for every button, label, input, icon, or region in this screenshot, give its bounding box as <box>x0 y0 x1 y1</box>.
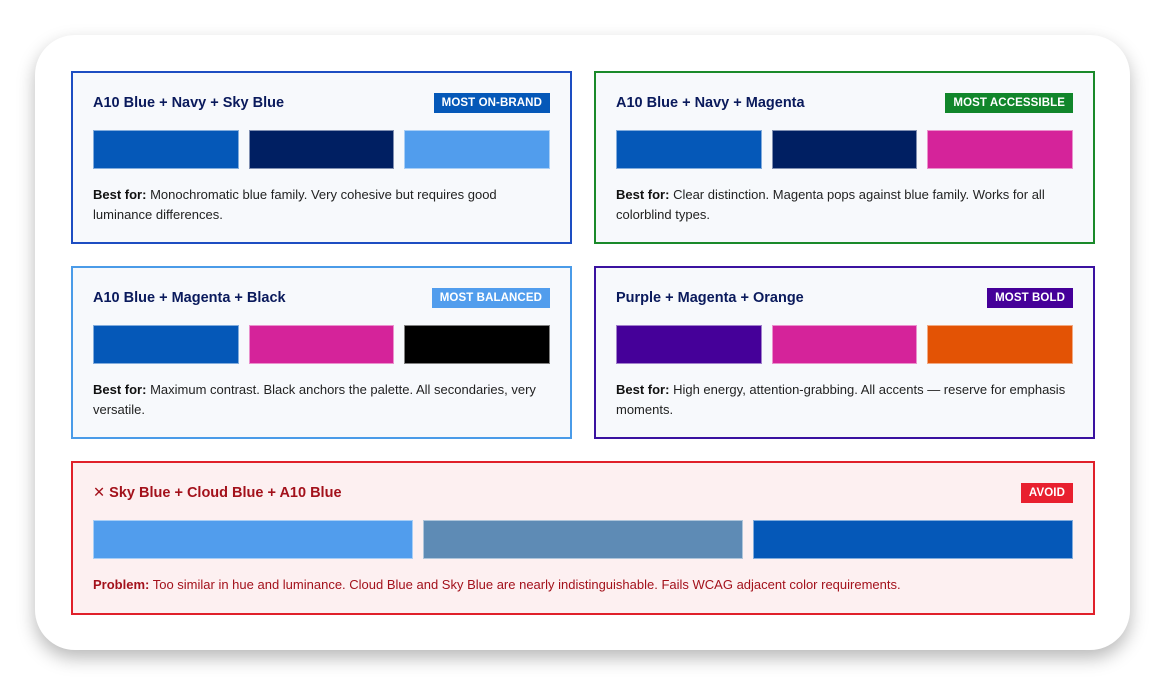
avoid-description: Problem: Too similar in hue and luminanc… <box>93 575 1073 595</box>
color-swatch <box>404 130 551 169</box>
palette-card: Purple + Magenta + Orange MOST BOLD Best… <box>594 266 1095 439</box>
description-text: Clear distinction. Magenta pops against … <box>616 187 1045 222</box>
palette-card: A10 Blue + Navy + Sky Blue MOST ON-BRAND… <box>71 71 572 244</box>
swatch-row <box>93 325 551 364</box>
color-swatch <box>248 325 395 364</box>
color-swatch <box>423 520 743 559</box>
palette-description: Best for: Monochromatic blue family. Ver… <box>93 185 550 225</box>
description-label: Best for: <box>93 187 147 202</box>
description-label: Best for: <box>616 382 670 397</box>
description-label: Problem: <box>93 577 150 592</box>
color-swatch <box>616 325 762 364</box>
color-swatch <box>93 130 239 169</box>
palette-title: A10 Blue + Navy + Sky Blue <box>93 95 285 111</box>
swatch-row <box>616 325 1074 364</box>
palette-badge: MOST ACCESSIBLE <box>945 93 1073 113</box>
color-swatch <box>753 520 1073 559</box>
description-text: Too similar in hue and luminance. Cloud … <box>149 577 901 592</box>
palette-card: A10 Blue + Navy + Magenta MOST ACCESSIBL… <box>594 71 1095 244</box>
palette-description: Best for: Maximum contrast. Black anchor… <box>93 380 550 420</box>
color-swatch <box>404 325 551 364</box>
color-swatch <box>616 130 762 169</box>
color-swatch <box>93 520 413 559</box>
description-text: Maximum contrast. Black anchors the pale… <box>93 382 536 417</box>
avoid-card: ✕ Sky Blue + Cloud Blue + A10 Blue AVOID… <box>71 461 1095 615</box>
avoid-badge: AVOID <box>1020 483 1073 503</box>
palette-badge: MOST ON-BRAND <box>433 93 550 113</box>
description-label: Best for: <box>93 382 147 397</box>
description-text: Monochromatic blue family. Very cohesive… <box>93 187 497 222</box>
swatch-row <box>93 130 551 169</box>
color-swatch <box>927 130 1074 169</box>
color-swatch <box>771 130 918 169</box>
color-swatch <box>927 325 1074 364</box>
color-swatch <box>248 130 395 169</box>
palette-badge: MOST BOLD <box>987 288 1073 308</box>
palette-card: A10 Blue + Magenta + Black MOST BALANCED… <box>71 266 572 439</box>
swatch-row <box>93 520 1073 559</box>
color-swatch <box>93 325 239 364</box>
description-text: High energy, attention-grabbing. All acc… <box>616 382 1066 417</box>
palette-title: A10 Blue + Magenta + Black <box>93 290 286 306</box>
swatch-row <box>616 130 1074 169</box>
description-label: Best for: <box>616 187 670 202</box>
palette-description: Best for: High energy, attention-grabbin… <box>616 380 1073 420</box>
palette-title: A10 Blue + Navy + Magenta <box>616 95 805 111</box>
avoid-title: ✕ Sky Blue + Cloud Blue + A10 Blue <box>93 485 342 501</box>
palette-description: Best for: Clear distinction. Magenta pop… <box>616 185 1073 225</box>
palette-badge: MOST BALANCED <box>431 288 550 308</box>
color-swatch <box>771 325 918 364</box>
palette-title: Purple + Magenta + Orange <box>616 290 804 306</box>
